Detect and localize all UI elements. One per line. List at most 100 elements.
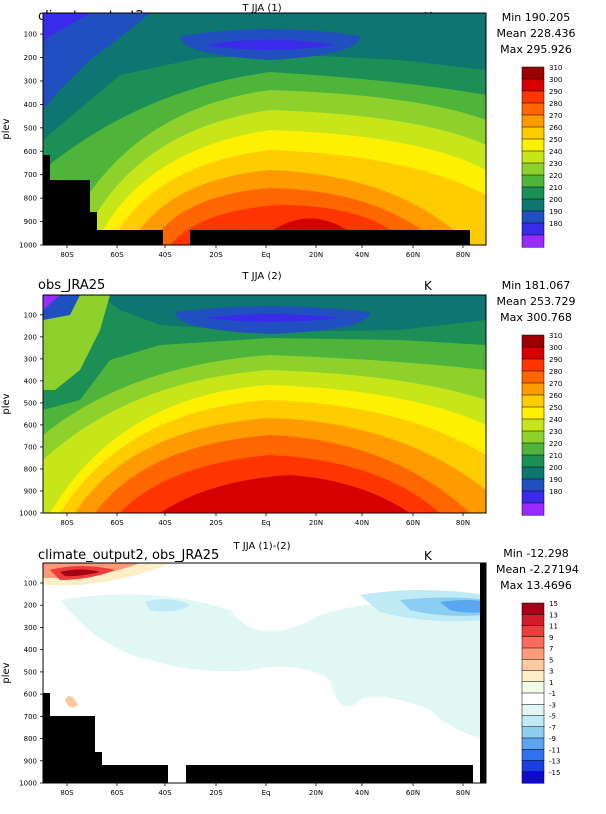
- panel-3-colorbar-label: 5: [549, 656, 553, 664]
- panel-3-colorbar-label: -15: [549, 769, 560, 777]
- panel-3-colorbar-label: -13: [549, 758, 560, 766]
- panel-2-ytick-label: 400: [24, 377, 37, 385]
- panel-3-xtick-label: Eq: [262, 789, 271, 797]
- panel-1-xtick-label: 40S: [158, 251, 172, 259]
- panel-3-colorbar-label: 11: [549, 623, 558, 631]
- panel-2-colorbar-box: [521, 478, 545, 492]
- panel-2-colorbar-label: 220: [549, 440, 562, 448]
- panel-1-colorbar-label: 220: [549, 172, 562, 180]
- panel-1-colorbar-box: [521, 126, 545, 140]
- panel-2-colorbar-box: [521, 394, 545, 408]
- panel-1-ytick-label: 400: [24, 101, 37, 109]
- panel-3-colorbar-box: [521, 726, 545, 739]
- panel-1-colorbar-label: 210: [549, 184, 562, 192]
- panel-1-xtick-label: 60N: [406, 251, 420, 259]
- panel-2-xtick-label: 60S: [110, 519, 124, 527]
- panel-1-colorbar-label: 250: [549, 136, 562, 144]
- panel-2-colorbar-label: 300: [549, 344, 562, 352]
- panel-3-title: climate_output2, obs_JRA25: [38, 548, 220, 563]
- panel-3-colorbar-label: -7: [549, 724, 556, 732]
- panel-3-plot: 100 200 300 400 500 600 700 800 900 1000 80S 60S 40S…: [1, 562, 560, 797]
- panel-3-colorbar-label: -5: [549, 713, 556, 721]
- panel-3-contour-15: [60, 569, 100, 577]
- panel-1-colorbar-box: [521, 210, 545, 224]
- panel-3-colorbar-label: -9: [549, 735, 556, 743]
- panel-1-colorbar-box: [521, 66, 545, 80]
- panel-1-ytick-label: 1000: [19, 242, 37, 250]
- panel-1-colorbar-box: [521, 90, 545, 104]
- panel-3-units: K: [424, 549, 432, 563]
- panel-2-xtick-label: 20S: [209, 519, 223, 527]
- panel-3-ytick-label: 800: [24, 735, 37, 743]
- panel-1-ytick-label: 900: [24, 218, 37, 226]
- panel-1-colorbar-box: [521, 234, 545, 248]
- panel-2-ytick-label: 600: [24, 421, 37, 429]
- panel-1-ytick-label: 300: [24, 77, 37, 85]
- panel-2-colorbar-label: 260: [549, 392, 562, 400]
- panel-1-colorbar-label: 300: [549, 76, 562, 84]
- panel-1-colorbar-label: 280: [549, 100, 562, 108]
- panel-3-ytick-label: 900: [24, 757, 37, 765]
- panel-2-min: Min 181.067: [501, 279, 571, 292]
- panel-3-max: Max 13.4696: [500, 579, 572, 592]
- panel-3-colorbar-label: 15: [549, 600, 558, 608]
- panel-2-colorbar-label: 240: [549, 416, 562, 424]
- panel-1-colorbar-box: [521, 114, 545, 128]
- panel-3-colorbar-box: [521, 647, 545, 660]
- panel-2-colorbar-label: 280: [549, 368, 562, 376]
- panel-2-colorbar-label: 190: [549, 476, 562, 484]
- panel-3-colorbar-box: [521, 692, 545, 705]
- panel-2-ylabel: plev: [1, 393, 12, 414]
- panel-3-colorbar-label: 1: [549, 679, 553, 687]
- panel-2-ytick-label: 700: [24, 443, 37, 451]
- panel-2-contour-220: [43, 295, 110, 390]
- panel-3-colorbar-label: 7: [549, 645, 553, 653]
- panel-1-min: Min 190.205: [501, 11, 571, 24]
- panel-2-xtick-label: 40S: [158, 519, 172, 527]
- panel-3-xtick-label: 60N: [406, 789, 420, 797]
- panel-1-max: Max 295.926: [500, 43, 572, 56]
- panel-3-contour--5-left: [145, 599, 190, 612]
- panel-3: climate_output2, obs_JRA25 T JJA (1)-(2)…: [0, 540, 606, 810]
- panel-3-xtick-label: 60S: [110, 789, 124, 797]
- panel-1-colorbar-box: [521, 102, 545, 116]
- panel-2-colorbar-box: [521, 490, 545, 504]
- panel-2-ytick-label: 300: [24, 355, 37, 363]
- panel-1-colorbar-box: [521, 162, 545, 176]
- panel-2: obs_JRA25 T JJA (2) K Min 181.067 Mean 2…: [0, 270, 606, 540]
- panel-2-colorbar-box: [521, 334, 545, 348]
- panel-1-mean: Mean 228.436: [496, 27, 576, 40]
- panel-3-colorbar-box: [521, 760, 545, 773]
- panel-1-colorbar-box: [521, 138, 545, 152]
- panel-2-mean: Mean 253.729: [496, 295, 576, 308]
- panel-3-colorbar-label: -3: [549, 701, 556, 709]
- panel-3-ytick-label: 700: [24, 713, 37, 721]
- panel-2-upper-180: [205, 314, 340, 322]
- panel-3-contour--9: [440, 600, 486, 613]
- panel-3-colorbar-box: [521, 704, 545, 717]
- panel-3-colorbar-label: -11: [549, 746, 560, 754]
- panel-2-colorbar-box: [521, 430, 545, 444]
- panel-1-colorbar-box: [521, 150, 545, 164]
- panel-1-xtick-label: 40N: [355, 251, 369, 259]
- panel-3-contour--1: [60, 594, 486, 740]
- panel-2-xtick-label: Eq: [262, 519, 271, 527]
- panel-1-colorbar-box: [521, 222, 545, 236]
- panel-3-xtick-label: 20S: [209, 789, 223, 797]
- panel-3-colorbar-box: [521, 602, 545, 615]
- panel-2-colorbar-box: [521, 502, 545, 516]
- panel-3-colorbar-label: 9: [549, 634, 553, 642]
- panel-3-topography-antarctica: [43, 693, 168, 783]
- panel-1-xtick-label: 20S: [209, 251, 223, 259]
- panel-1-stats: Min 190.205 Mean 228.436 Max 295.926: [496, 10, 576, 58]
- panel-2-ytick-label: 1000: [19, 510, 37, 518]
- panel-2-colorbar-box: [521, 370, 545, 384]
- panel-2-colorbar-box: [521, 406, 545, 420]
- panel-2-units: K: [424, 279, 432, 293]
- panel-1-colorbar-label: 290: [549, 88, 562, 96]
- panel-3-colorbar-label: -1: [549, 690, 556, 698]
- panel-1-colorbar-label: 190: [549, 208, 562, 216]
- panel-2-xtick-label: 40N: [355, 519, 369, 527]
- panel-1-colorbar-box: [521, 78, 545, 92]
- panel-3-contour-5: [65, 696, 78, 708]
